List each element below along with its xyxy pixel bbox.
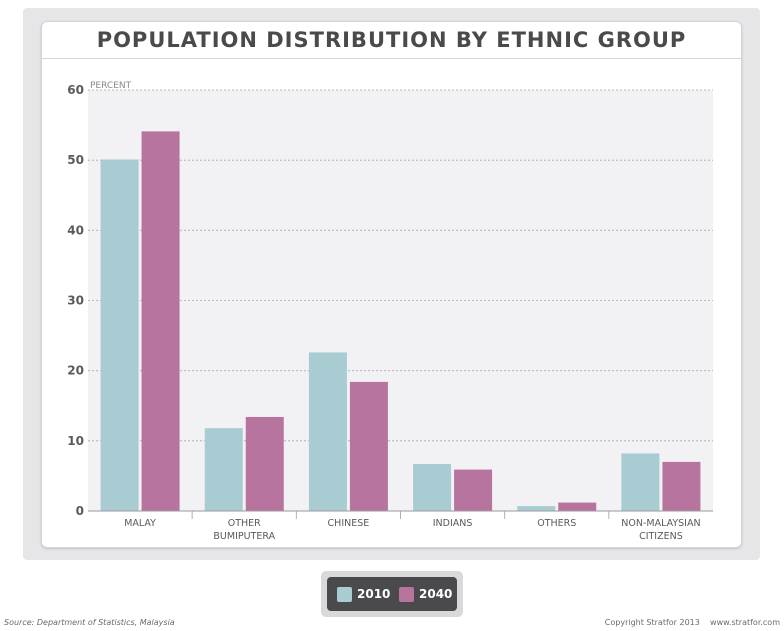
bar-2010 — [308, 352, 347, 511]
y-tick-label: 0 — [76, 504, 84, 518]
y-tick-label: 60 — [67, 83, 84, 97]
x-tick-label: CHINESE — [328, 518, 370, 529]
y-tick-label: 10 — [67, 434, 84, 448]
x-tick-label: OTHERS — [537, 518, 576, 529]
legend: 2010 2040 — [321, 571, 463, 617]
y-axis-label: PERCENT — [90, 81, 132, 91]
bar-2040 — [141, 131, 180, 512]
legend-swatch-2010 — [337, 587, 352, 602]
bar-2040 — [558, 502, 597, 511]
legend-label-2040: 2040 — [419, 587, 453, 601]
y-tick-label: 40 — [67, 223, 84, 237]
bar-2010 — [517, 506, 556, 511]
x-tick-label: INDIANS — [433, 518, 473, 529]
bar-2010 — [100, 159, 139, 511]
legend-label-2010: 2010 — [357, 587, 391, 601]
x-tick-label: NON-MALAYSIAN CITIZENS — [621, 518, 700, 542]
legend-swatch-2040 — [399, 587, 414, 602]
y-tick-label: 50 — [67, 153, 84, 167]
legend-panel: 2010 2040 — [327, 577, 457, 611]
bar-2040 — [454, 469, 493, 511]
y-tick-label: 20 — [67, 364, 84, 378]
bar-2040 — [662, 461, 701, 511]
y-tick-label: 30 — [67, 294, 84, 308]
x-tick-label: OTHER BUMIPUTERA — [213, 518, 275, 542]
chart-title: POPULATION DISTRIBUTION BY ETHNIC GROUP — [41, 22, 742, 59]
bar-2040 — [245, 416, 284, 511]
bar-2010 — [621, 453, 660, 511]
x-tick-label: MALAY — [124, 518, 156, 529]
bar-2010 — [413, 463, 452, 511]
bar-2040 — [349, 381, 388, 511]
bar-2010 — [204, 428, 243, 511]
copyright-note: Copyright Stratfor 2013 www.stratfor.com — [604, 618, 780, 627]
source-note: Source: Department of Statistics, Malays… — [4, 618, 175, 627]
